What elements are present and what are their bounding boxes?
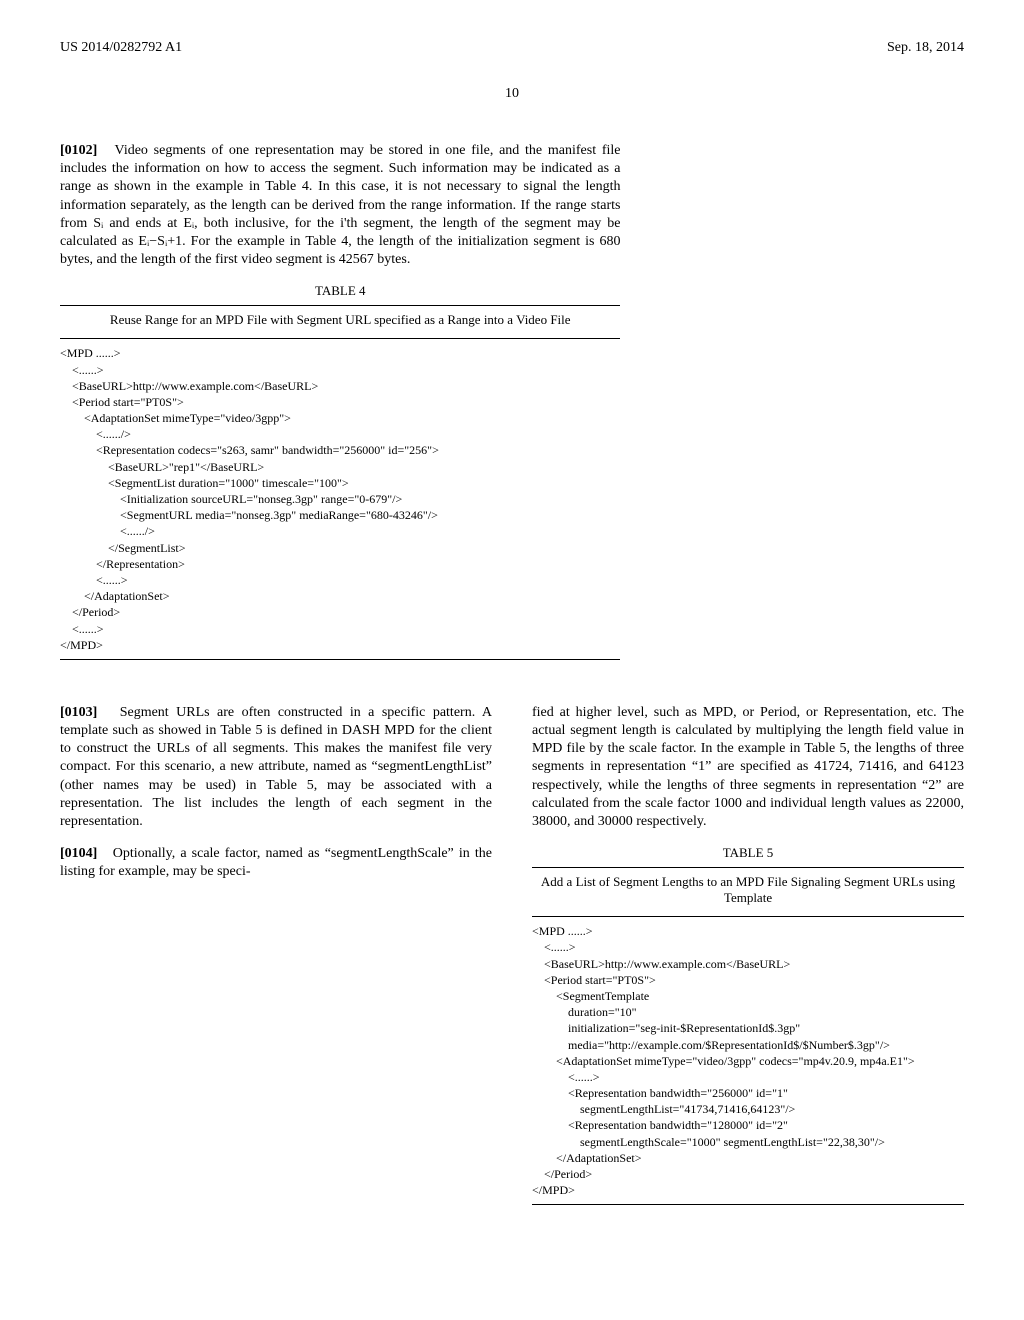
table4-rule — [60, 338, 620, 339]
paragraph-0103-cont: fied at higher level, such as MPD, or Pe… — [532, 704, 964, 831]
para-num: [0102] — [60, 143, 97, 158]
page-number: 10 — [60, 86, 964, 102]
paragraph-0104: [0104] Optionally, a scale factor, named… — [60, 845, 492, 881]
table4-caption: TABLE 4 — [60, 283, 620, 299]
para-text: Video segments of one representation may… — [60, 143, 620, 267]
para-num: [0103] — [60, 705, 97, 720]
table5-code: <MPD ......> <......> <BaseURL>http://ww… — [532, 923, 964, 1198]
table4-box: Reuse Range for an MPD File with Segment… — [60, 305, 620, 660]
two-column-section: [0103] Segment URLs are often constructe… — [60, 690, 964, 1236]
table5-box: Add a List of Segment Lengths to an MPD … — [532, 867, 964, 1205]
paragraph-0102: [0102] Video segments of one representat… — [60, 142, 620, 269]
paragraph-0103: [0103] Segment URLs are often constructe… — [60, 704, 492, 831]
table5-rule — [532, 916, 964, 917]
pub-date: Sep. 18, 2014 — [887, 40, 964, 56]
para-num: [0104] — [60, 846, 97, 861]
para-text: Optionally, a scale factor, named as “se… — [60, 846, 492, 879]
table4-code: <MPD ......> <......> <BaseURL>http://ww… — [60, 345, 620, 653]
page-header: US 2014/0282792 A1 Sep. 18, 2014 — [60, 40, 964, 56]
table5-title: Add a List of Segment Lengths to an MPD … — [532, 874, 964, 906]
right-column: fied at higher level, such as MPD, or Pe… — [532, 690, 964, 1236]
table4-title: Reuse Range for an MPD File with Segment… — [60, 312, 620, 328]
table5-caption: TABLE 5 — [532, 845, 964, 861]
para-text: Segment URLs are often constructed in a … — [60, 705, 492, 829]
pub-number: US 2014/0282792 A1 — [60, 40, 182, 56]
left-column: [0103] Segment URLs are often constructe… — [60, 690, 492, 1236]
